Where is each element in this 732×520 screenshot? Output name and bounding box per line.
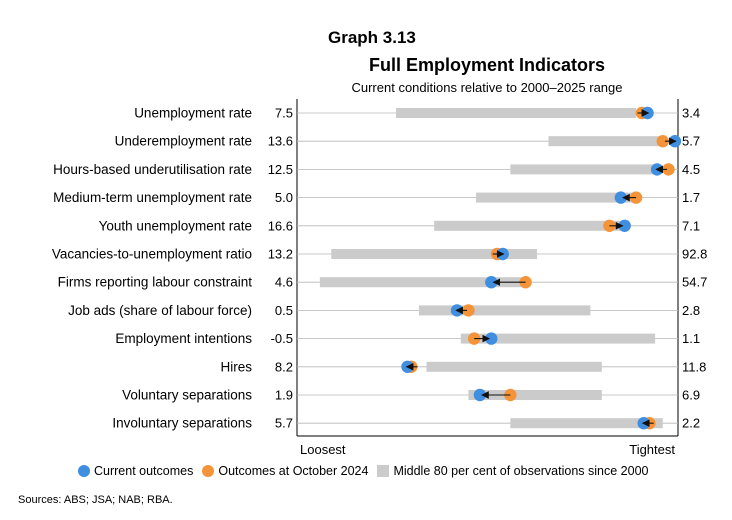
right-value-label: 11.8 [682, 359, 706, 374]
left-value-label: 12.5 [268, 162, 293, 177]
legend-swatch-previous [202, 465, 215, 477]
previous-outcome-dot [662, 163, 675, 176]
legend: Current outcomes Outcomes at October 202… [78, 464, 657, 478]
right-value-label: 5.7 [682, 134, 700, 149]
legend-swatch-current [78, 465, 90, 477]
chart-title: Full Employment Indicators [368, 55, 606, 75]
row-label: Vacancies-to-unemployment ratio [52, 247, 252, 262]
range-band [548, 136, 667, 147]
left-value-label: 5.7 [275, 416, 293, 431]
row-label: Job ads (share of labour force) [68, 303, 252, 318]
left-value-label: 1.9 [275, 388, 293, 403]
range-band [396, 108, 637, 118]
right-value-label: 3.4 [682, 106, 700, 121]
left-value-label: 16.6 [268, 218, 293, 233]
range-band [319, 277, 522, 288]
left-value-label: 4.6 [275, 275, 293, 290]
row-label: Involuntary separations [112, 416, 252, 431]
row-label: Underemployment rate [115, 134, 252, 149]
row-label: Voluntary separations [122, 388, 252, 403]
legend-item-band: Middle 80 per cent of observations since… [377, 464, 648, 478]
previous-outcome-dot [467, 332, 481, 345]
chart-rows: Unemployment rate 7.5 3.4 Underemployment r… [52, 106, 707, 431]
sources-note: Sources: ABS; JSA; NAB; RBA. [18, 494, 173, 506]
x-axis-loosest-label: Loosest [300, 442, 346, 457]
row-label: Firms reporting labour constraint [58, 275, 253, 290]
row-label: Unemployment rate [134, 106, 252, 121]
range-band [510, 164, 659, 175]
previous-outcome-dot [462, 304, 475, 317]
row-label: Employment intentions [115, 331, 252, 346]
range-band [468, 390, 602, 400]
right-value-label: 54.7 [682, 275, 707, 290]
right-value-label: 1.1 [682, 331, 700, 346]
range-band [510, 418, 663, 429]
left-value-label: 0.5 [275, 303, 293, 318]
right-value-label: 7.1 [682, 218, 700, 233]
range-band [434, 220, 621, 231]
x-axis-tightest-label: Tightest [629, 442, 675, 457]
legend-label-current: Current outcomes [94, 464, 194, 478]
range-band [418, 305, 591, 316]
legend-item-previous: Outcomes at October 2024 [202, 464, 368, 478]
row-label: Hires [220, 359, 252, 374]
left-value-label: 5.0 [275, 190, 293, 205]
right-value-label: 92.8 [682, 247, 707, 262]
legend-swatch-band [377, 465, 390, 477]
chart-subtitle: Current conditions relative to 2000–2025… [351, 80, 623, 95]
row-label: Hours-based underutilisation rate [53, 162, 252, 177]
right-value-label: 4.5 [682, 162, 700, 177]
right-value-label: 2.2 [682, 416, 700, 431]
left-value-label: 8.2 [275, 359, 293, 374]
legend-label-previous: Outcomes at October 2024 [218, 464, 369, 478]
right-value-label: 6.9 [682, 388, 700, 403]
legend-item-current: Current outcomes [78, 464, 193, 478]
left-value-label: -0.5 [271, 331, 293, 346]
left-value-label: 13.2 [268, 247, 293, 262]
left-value-label: 7.5 [275, 106, 293, 121]
right-value-label: 1.7 [682, 190, 700, 205]
previous-outcome-dot [656, 135, 669, 148]
range-band [331, 249, 538, 259]
range-band [476, 192, 637, 203]
right-value-label: 2.8 [682, 303, 700, 318]
left-value-label: 13.6 [268, 134, 293, 149]
legend-label-band: Middle 80 per cent of observations since… [393, 464, 649, 478]
range-band [460, 333, 656, 344]
range-band [426, 361, 602, 372]
row-label: Youth unemployment rate [99, 218, 252, 233]
graph-label: Graph 3.13 [328, 28, 416, 47]
row-label: Medium-term unemployment rate [53, 190, 252, 205]
